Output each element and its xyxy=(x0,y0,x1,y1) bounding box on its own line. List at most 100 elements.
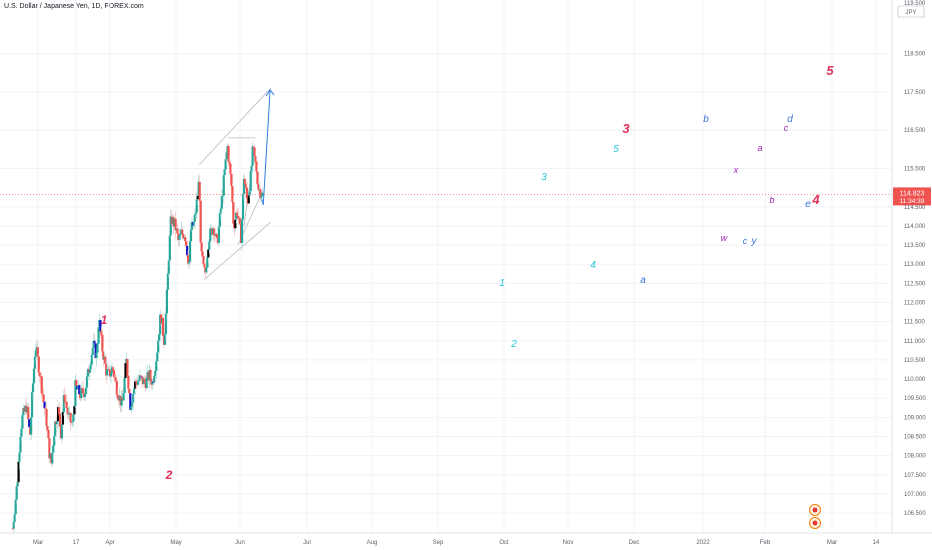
candle-body xyxy=(90,355,93,365)
candle-body xyxy=(222,175,225,196)
y-tick-label: 106.500 xyxy=(904,511,926,517)
y-tick-label: 111.500 xyxy=(904,320,925,326)
event-icon[interactable] xyxy=(809,517,821,529)
candle-body xyxy=(86,369,90,377)
candle-body xyxy=(201,251,204,257)
candle-body xyxy=(72,414,75,422)
candle-body xyxy=(109,373,113,377)
y-tick-label: 119.500 xyxy=(904,1,926,7)
candle-body xyxy=(95,352,98,358)
candle-body xyxy=(88,368,91,373)
candle-body xyxy=(28,419,31,428)
candle-body xyxy=(159,314,162,335)
wave-label-primary: 3 xyxy=(622,121,630,136)
candle-body xyxy=(236,212,239,216)
candle-body xyxy=(232,202,235,224)
candle-body xyxy=(237,215,240,219)
candle-body xyxy=(18,452,21,462)
candle-body xyxy=(33,356,37,369)
y-tick-label: 108.000 xyxy=(904,454,926,460)
candle-body xyxy=(58,413,62,427)
candle-body xyxy=(243,178,247,184)
candles xyxy=(11,142,264,533)
wave-label-minor: 4 xyxy=(590,260,596,271)
candle-body xyxy=(187,255,190,264)
y-tick-label: 111.000 xyxy=(904,339,925,345)
candle-body xyxy=(230,173,233,187)
candle-body xyxy=(124,363,127,379)
candle-body xyxy=(27,406,30,420)
candle-body xyxy=(133,388,136,394)
candle-body xyxy=(17,461,20,483)
candle-body xyxy=(38,372,41,377)
candle-body xyxy=(110,367,114,374)
wave-label-triangle: b xyxy=(703,114,709,125)
wave-label-minor: 3 xyxy=(541,172,547,183)
candle-body xyxy=(92,340,95,348)
candle-body xyxy=(36,347,39,357)
event-icons[interactable] xyxy=(809,504,821,529)
candle-body xyxy=(176,228,179,234)
candle-body xyxy=(56,407,60,422)
candle-body xyxy=(32,368,36,384)
candle-body xyxy=(182,233,185,239)
candle-body xyxy=(219,208,222,213)
last-price-countdown: 11:34:39 xyxy=(900,198,925,205)
candle-body xyxy=(69,412,72,422)
x-tick-label: Oct xyxy=(499,540,509,546)
candle-body xyxy=(54,421,57,437)
candle-body xyxy=(129,393,132,410)
x-tick-label: Nov xyxy=(563,540,574,546)
x-tick-label: Jun xyxy=(235,540,245,546)
candle-body xyxy=(248,191,251,196)
candle-body xyxy=(188,241,192,262)
candle-body xyxy=(149,370,152,379)
event-icon-dot xyxy=(812,507,818,513)
candle-body xyxy=(21,415,24,429)
candle-body xyxy=(131,402,134,407)
candle-body xyxy=(132,393,135,403)
y-tick-label: 118.500 xyxy=(904,52,926,58)
candle-body xyxy=(151,381,154,385)
candle-body xyxy=(30,417,33,435)
candle-body xyxy=(234,219,237,229)
candle-body xyxy=(220,195,223,209)
candle-body xyxy=(205,267,208,273)
candle-body xyxy=(52,445,55,453)
wave-label-triangle: c xyxy=(743,236,748,246)
y-tick-label: 109.000 xyxy=(904,415,926,421)
candle-body xyxy=(45,409,48,426)
candle-body xyxy=(56,421,59,425)
wave-label-sub: x xyxy=(733,165,739,175)
candle-body xyxy=(93,340,96,344)
candle-body xyxy=(257,184,260,190)
event-icon-dot xyxy=(812,520,818,526)
candle-body xyxy=(137,379,141,382)
y-tick-label: 108.500 xyxy=(904,435,926,441)
y-tick-label: 115.500 xyxy=(904,166,926,172)
candle-body xyxy=(185,241,188,246)
wave-label-minor: 1 xyxy=(499,278,505,289)
event-icon[interactable] xyxy=(809,504,821,516)
currency-badge-label: JPY xyxy=(905,10,916,16)
candle-body xyxy=(111,367,115,371)
wave-label-sub: c xyxy=(784,123,789,133)
wave-label-sub: b xyxy=(769,195,774,205)
arrow-head xyxy=(265,89,275,97)
candle-body xyxy=(154,370,157,376)
candle-body xyxy=(135,381,138,383)
candle-body xyxy=(244,183,248,188)
candle-body xyxy=(16,482,19,487)
candle-body xyxy=(104,356,107,364)
candle-body xyxy=(235,212,238,220)
candle-body xyxy=(229,163,232,174)
candle-body xyxy=(192,221,195,226)
candle-body xyxy=(123,378,126,394)
candle-body xyxy=(134,381,137,389)
x-tick-label: Jul xyxy=(303,540,311,546)
candle-body xyxy=(250,165,253,172)
candle-body xyxy=(200,242,203,252)
wave-label-minor: 2 xyxy=(510,339,517,350)
candle-body xyxy=(228,161,231,164)
